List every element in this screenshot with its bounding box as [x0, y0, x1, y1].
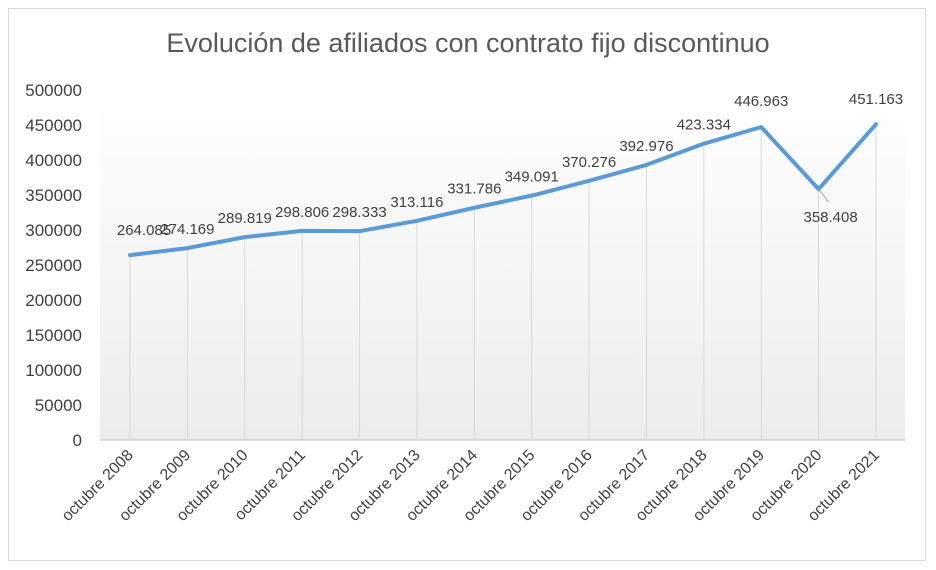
y-tick-label: 100000 — [25, 361, 82, 380]
y-tick-label: 350000 — [25, 186, 82, 205]
data-point — [644, 162, 649, 167]
data-point — [874, 122, 878, 127]
data-label: 264.085 — [117, 222, 171, 239]
data-label: 298.806 — [275, 204, 329, 221]
data-point — [472, 205, 477, 210]
data-label: 451.163 — [849, 91, 903, 108]
y-tick-label: 250000 — [25, 256, 82, 275]
data-label: 423.334 — [677, 117, 731, 134]
data-label: 298.333 — [332, 204, 386, 221]
data-point — [128, 253, 132, 258]
y-tick-label: 300000 — [25, 221, 82, 240]
data-label: 313.116 — [390, 194, 443, 211]
data-point — [414, 218, 419, 223]
data-label: 358.408 — [803, 209, 857, 226]
plot-area — [100, 90, 905, 440]
data-label: 446.963 — [734, 93, 788, 110]
data-label: 392.976 — [619, 138, 673, 155]
data-point — [701, 141, 706, 146]
data-point — [242, 235, 247, 240]
data-label: 289.819 — [218, 210, 272, 227]
y-tick-label: 150000 — [25, 326, 82, 345]
chart-title: Evolución de afiliados con contrato fijo… — [166, 28, 770, 58]
y-tick-label: 450000 — [25, 116, 82, 135]
series-line — [129, 122, 878, 258]
data-label: 349.091 — [505, 169, 559, 186]
leader-line — [818, 188, 830, 203]
y-tick-label: 200000 — [25, 291, 82, 310]
y-tick-label: 400000 — [25, 151, 82, 170]
data-point — [587, 178, 592, 183]
y-tick-label: 50000 — [35, 396, 82, 415]
data-point — [185, 246, 190, 251]
data-point — [300, 228, 305, 233]
data-label: 274.169 — [160, 221, 214, 238]
y-tick-label: 500000 — [25, 81, 82, 100]
data-label: 370.276 — [562, 154, 616, 171]
data-point — [357, 229, 362, 234]
y-tick-label: 0 — [73, 431, 82, 450]
data-label: 331.786 — [447, 181, 501, 198]
data-point — [529, 193, 534, 198]
data-point — [759, 125, 764, 130]
